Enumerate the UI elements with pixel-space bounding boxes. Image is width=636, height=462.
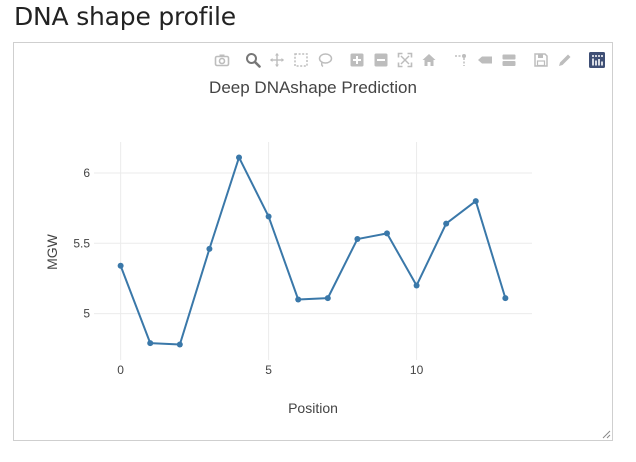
home-icon[interactable]: [420, 50, 438, 70]
plotly-logo-icon[interactable]: [588, 50, 606, 70]
chart-panel: [13, 42, 613, 441]
box-select-icon[interactable]: [292, 50, 310, 70]
hover-closest-icon[interactable]: [476, 50, 494, 70]
autoscale-icon[interactable]: [396, 50, 414, 70]
zoom-out-icon[interactable]: [372, 50, 390, 70]
spike-lines-icon[interactable]: [452, 50, 470, 70]
pan-icon[interactable]: [268, 50, 286, 70]
zoom-icon[interactable]: [244, 50, 262, 70]
save-icon[interactable]: [532, 50, 550, 70]
resize-handle-icon[interactable]: [602, 430, 611, 439]
zoom-in-icon[interactable]: [348, 50, 366, 70]
lasso-select-icon[interactable]: [316, 50, 334, 70]
page-title: DNA shape profile: [14, 2, 236, 31]
hover-compare-icon[interactable]: [500, 50, 518, 70]
camera-icon[interactable]: [213, 50, 231, 70]
edit-icon[interactable]: [556, 50, 574, 70]
